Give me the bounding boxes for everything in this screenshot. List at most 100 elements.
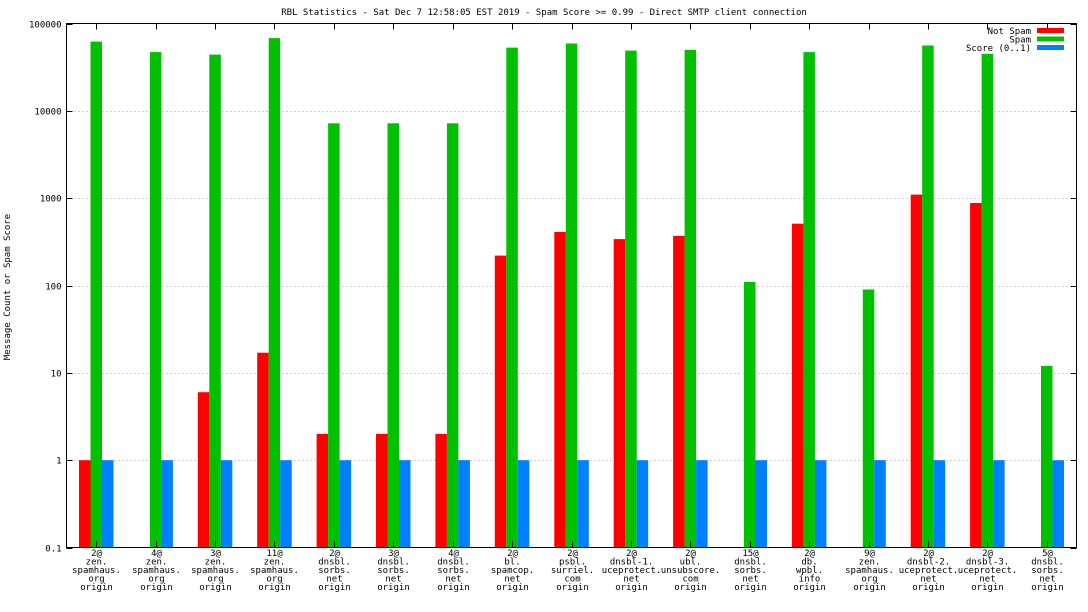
x-tick-label: origin [615, 583, 648, 593]
x-tick-label: 4@ [151, 549, 162, 559]
x-tick-label: spamhaus. [132, 566, 181, 576]
bar-spam-3 [268, 38, 281, 548]
x-tick-label: zen. [264, 558, 286, 568]
x-tick-label: origin [140, 583, 173, 593]
x-tick-label: zen. [859, 558, 881, 568]
x-tick-label: ubl. [680, 558, 702, 568]
x-tick-label: dnsbl. [1031, 558, 1064, 568]
x-tick-labels: 2@zen.spamhaus.orgorigin4@zen.spamhaus.o… [72, 23, 1064, 593]
bar-spam-1 [149, 52, 162, 548]
bar-score-0-1-0 [102, 460, 114, 548]
bar-score-0-1-5 [399, 460, 411, 548]
bar-not-spam-6 [435, 433, 447, 548]
bar-spam-5 [387, 123, 399, 548]
x-tick-label: net [742, 575, 758, 585]
x-tick-label: info [799, 575, 821, 585]
x-tick-label: 2@ [329, 549, 340, 559]
x-tick-label: origin [437, 583, 470, 593]
bar-not-spam-2 [197, 392, 210, 548]
x-tick-label: com [564, 575, 580, 585]
legend-swatch [1037, 45, 1064, 50]
x-tick-label: 4@ [448, 549, 459, 559]
x-tick-label: net [385, 575, 401, 585]
bar-spam-4 [328, 123, 340, 548]
bar-not-spam-15 [970, 203, 982, 548]
x-tick-label: spamhaus. [250, 566, 299, 576]
bar-score-0-1-1 [161, 460, 173, 548]
bar-not-spam-5 [376, 433, 388, 548]
y-tick-labels: 0.1 1 10 100 1000 10000 100000 [29, 21, 1077, 555]
x-tick-label: origin [1031, 583, 1064, 593]
legend-swatch [1037, 36, 1064, 42]
bar-score-0-1-8 [577, 460, 589, 548]
x-tick-label: sorbs. [377, 566, 410, 576]
legend-label: Not Spam [988, 27, 1031, 37]
legend-label: Spam [1009, 36, 1031, 46]
x-tick-label: zen. [86, 558, 108, 568]
bar-spam-11 [744, 281, 756, 548]
y-tick-label: 0.1 [45, 545, 61, 555]
x-tick-label: net [920, 575, 936, 585]
x-tick-label: surriel. [551, 566, 594, 576]
legend-label: Score (0..1) [966, 44, 1031, 54]
x-tick-label: uceprotect. [899, 566, 959, 576]
x-tick-label: 9@ [864, 549, 875, 559]
x-tick-label: sorbs. [734, 566, 767, 576]
y-axis-label: Message Count or Spam Score [3, 214, 13, 360]
x-tick-label: spamhaus. [72, 566, 121, 576]
bar-score-0-1-10 [696, 460, 708, 548]
x-tick-label: dnsbl. [734, 558, 767, 568]
bar-spam-15 [981, 53, 994, 548]
x-tick-label: spamhaus. [845, 566, 894, 576]
bar-not-spam-12 [791, 223, 804, 548]
bar-spam-12 [803, 52, 815, 548]
bar-spam-7 [506, 47, 518, 548]
bar-score-0-1-11 [755, 460, 767, 548]
x-tick-label: uceprotect. [958, 566, 1018, 576]
x-tick-label: dnsbl-1. [610, 558, 653, 568]
x-tick-label: dnsbl-3. [966, 558, 1009, 568]
x-tick-label: sorbs. [318, 566, 351, 576]
bar-score-0-1-13 [874, 460, 886, 548]
x-tick-label: 5@ [1042, 549, 1053, 559]
x-tick-label: db. [801, 558, 817, 568]
x-tick-label: origin [258, 583, 291, 593]
y-tick-label: 1000 [40, 195, 62, 205]
x-tick-label: dnsbl. [377, 558, 410, 568]
x-tick-label: net [504, 575, 520, 585]
x-tick-label: origin [971, 583, 1004, 593]
x-tick-label: 2@ [91, 549, 102, 559]
bar-spam-14 [922, 45, 934, 548]
x-tick-label: dnsbl. [318, 558, 351, 568]
bar-not-spam-9 [613, 239, 626, 548]
plot-frame [66, 23, 1077, 548]
x-tick-label: zen. [146, 558, 168, 568]
x-tick-label: org [88, 575, 104, 585]
x-tick-label: origin [377, 583, 410, 593]
x-tick-label: 2@ [923, 549, 934, 559]
bars [79, 38, 1064, 548]
x-tick-label: sorbs. [1031, 566, 1064, 576]
x-tick-label: psbl. [559, 558, 586, 568]
bar-spam-0 [90, 41, 102, 548]
x-tick-label: spamhaus. [191, 566, 240, 576]
x-tick-label: 2@ [626, 549, 637, 559]
x-tick-label: 3@ [388, 549, 399, 559]
y-tick-label: 10 [51, 370, 62, 380]
x-tick-label: 2@ [567, 549, 578, 559]
x-tick-label: sorbs. [437, 566, 470, 576]
x-tick-label: uceprotect. [602, 566, 662, 576]
x-tick-label: net [326, 575, 342, 585]
x-tick-label: dnsbl-2. [907, 558, 950, 568]
x-tick-label: unsubscore. [661, 566, 721, 576]
bar-not-spam-0 [79, 460, 91, 548]
x-tick-label: origin [912, 583, 945, 593]
bar-spam-2 [209, 54, 221, 548]
bar-spam-9 [625, 50, 637, 548]
y-tick-label: 1 [56, 457, 61, 467]
x-tick-label: origin [853, 583, 886, 593]
bar-score-0-1-9 [636, 460, 649, 548]
x-tick-label: net [445, 575, 461, 585]
